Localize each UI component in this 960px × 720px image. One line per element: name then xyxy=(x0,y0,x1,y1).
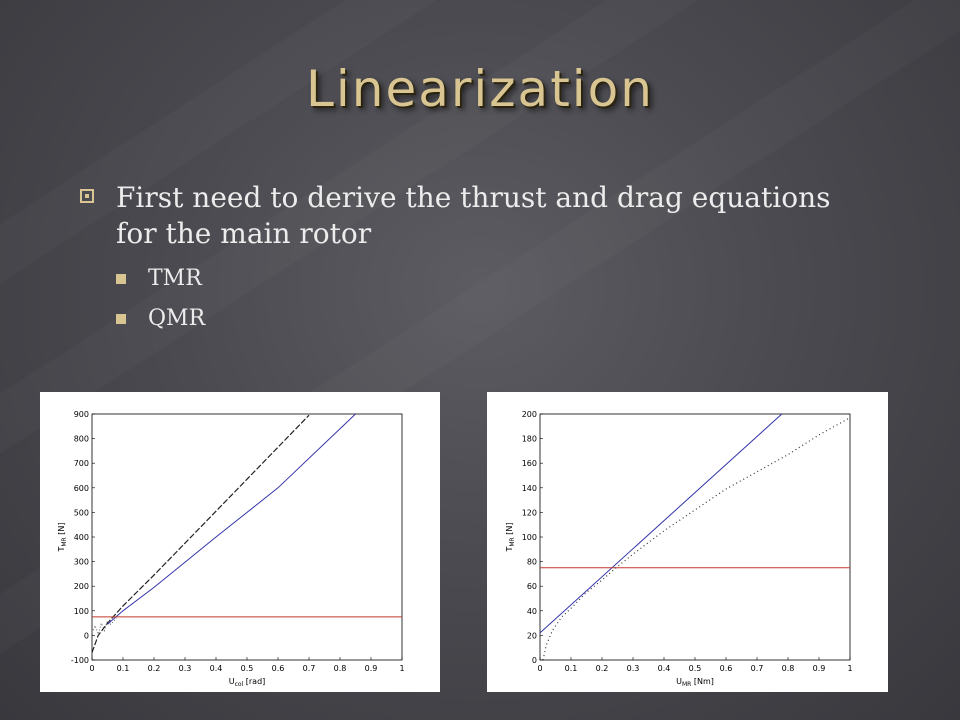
x-axis-label: UMR [Nm] xyxy=(676,677,714,688)
bullet-text: First need to derive the thrust and drag… xyxy=(116,181,831,250)
x-tick-label: 1 xyxy=(399,664,404,673)
y-tick-label: 40 xyxy=(527,607,537,616)
x-tick-label: 0.7 xyxy=(303,664,316,673)
x-tick-label: 0.3 xyxy=(627,664,640,673)
y-tick-label: 0 xyxy=(532,656,537,665)
x-axis-label: Ucol [rad] xyxy=(229,677,266,688)
y-tick-label: 60 xyxy=(527,582,537,591)
y-tick-label: 500 xyxy=(74,508,89,517)
y-tick-label: 120 xyxy=(522,508,537,517)
y-tick-label: 300 xyxy=(74,558,89,567)
x-tick-label: 0.4 xyxy=(658,664,671,673)
y-axis-label: TMR [N] xyxy=(505,522,516,552)
series-line xyxy=(539,413,783,634)
y-tick-label: 200 xyxy=(74,582,89,591)
sub-bullet-square-icon xyxy=(116,274,126,284)
sub-bullet-item: TMR xyxy=(116,266,840,292)
y-tick-label: 900 xyxy=(74,410,89,419)
series-line xyxy=(542,417,851,661)
x-tick-label: 0 xyxy=(537,664,542,673)
x-tick-label: 0.3 xyxy=(179,664,192,673)
x-tick-label: 0.2 xyxy=(148,664,161,673)
x-tick-label: 1 xyxy=(847,664,852,673)
bullet-square-icon xyxy=(80,189,94,203)
x-tick-label: 0.9 xyxy=(813,664,826,673)
y-tick-label: 100 xyxy=(74,607,89,616)
series-line xyxy=(91,414,310,653)
x-tick-label: 0.5 xyxy=(689,664,702,673)
plot-svg: 0 0.1 0.2 0.3 0.4 0.5 0.6 0.7 0.8 0.9 1-1000100200… xyxy=(57,410,405,688)
y-tick-label: 600 xyxy=(74,484,89,493)
y-axis-label: TMR [N] xyxy=(57,522,68,552)
thrust-vs-collective-plot: 0 0.1 0.2 0.3 0.4 0.5 0.6 0.7 0.8 0.9 1 -100 0 100 200… xyxy=(40,392,440,692)
y-tick-label: 160 xyxy=(522,459,537,468)
x-tick-label: 0.8 xyxy=(782,664,795,673)
x-tick-label: 0.2 xyxy=(596,664,609,673)
x-tick-label: 0.6 xyxy=(720,664,733,673)
y-tick-label: 700 xyxy=(74,459,89,468)
sub-bullet-text: QMR xyxy=(148,306,206,331)
sub-bullet-square-icon xyxy=(116,314,126,324)
y-tick-label: 0 xyxy=(84,631,89,640)
sub-bullet-item: QMR xyxy=(116,306,840,332)
slide-title: Linearization xyxy=(306,60,654,118)
y-tick-label: 100 xyxy=(522,533,537,542)
y-tick-label: 20 xyxy=(527,631,537,640)
bullet-list: First need to derive the thrust and drag… xyxy=(80,180,840,332)
thrust-vs-torque-plot: 0 0.1 0.2 0.3 0.4 0.5 0.6 0.7 0.8 0.9 1 0 20 40 60 80 10… xyxy=(487,392,888,692)
x-tick-label: 0.5 xyxy=(241,664,254,673)
y-tick-label: 140 xyxy=(522,484,537,493)
plot-svg: 0 0.1 0.2 0.3 0.4 0.5 0.6 0.7 0.8 0.9 1 0 20 40 60 80 10… xyxy=(505,410,853,688)
x-tick-label: 0 xyxy=(89,664,94,673)
x-tick-label: 0.1 xyxy=(117,664,130,673)
y-tick-label: 180 xyxy=(522,435,537,444)
x-tick-label: 0.7 xyxy=(751,664,764,673)
bullet-item: First need to derive the thrust and drag… xyxy=(80,180,840,252)
y-tick-label: 80 xyxy=(527,558,537,567)
x-tick-label: 0.6 xyxy=(272,664,285,673)
x-tick-label: 0.8 xyxy=(334,664,347,673)
series-line xyxy=(91,617,118,636)
y-tick-label: 400 xyxy=(74,533,89,542)
x-tick-label: 0.4 xyxy=(210,664,223,673)
plot-frame xyxy=(91,413,403,661)
x-tick-label: 0.9 xyxy=(365,664,378,673)
y-tick-label: 200 xyxy=(522,410,537,419)
series-line xyxy=(107,413,356,625)
x-tick-label: 0.1 xyxy=(565,664,578,673)
sub-bullet-text: TMR xyxy=(148,266,202,291)
y-tick-label: -100 xyxy=(71,656,89,665)
plot-frame xyxy=(539,413,851,661)
y-tick-label: 800 xyxy=(74,435,89,444)
